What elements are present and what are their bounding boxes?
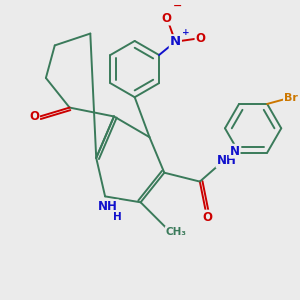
Text: −: − [172,1,182,11]
Text: N: N [230,145,240,158]
Text: CH₃: CH₃ [166,227,187,237]
Text: O: O [29,110,39,123]
Text: +: + [182,28,190,37]
Text: NH: NH [217,154,236,167]
Text: O: O [196,32,206,45]
Text: H: H [113,212,122,221]
Text: N: N [170,35,181,48]
Text: O: O [161,11,172,25]
Text: Br: Br [284,93,298,103]
Text: NH: NH [98,200,118,213]
Text: O: O [202,211,212,224]
